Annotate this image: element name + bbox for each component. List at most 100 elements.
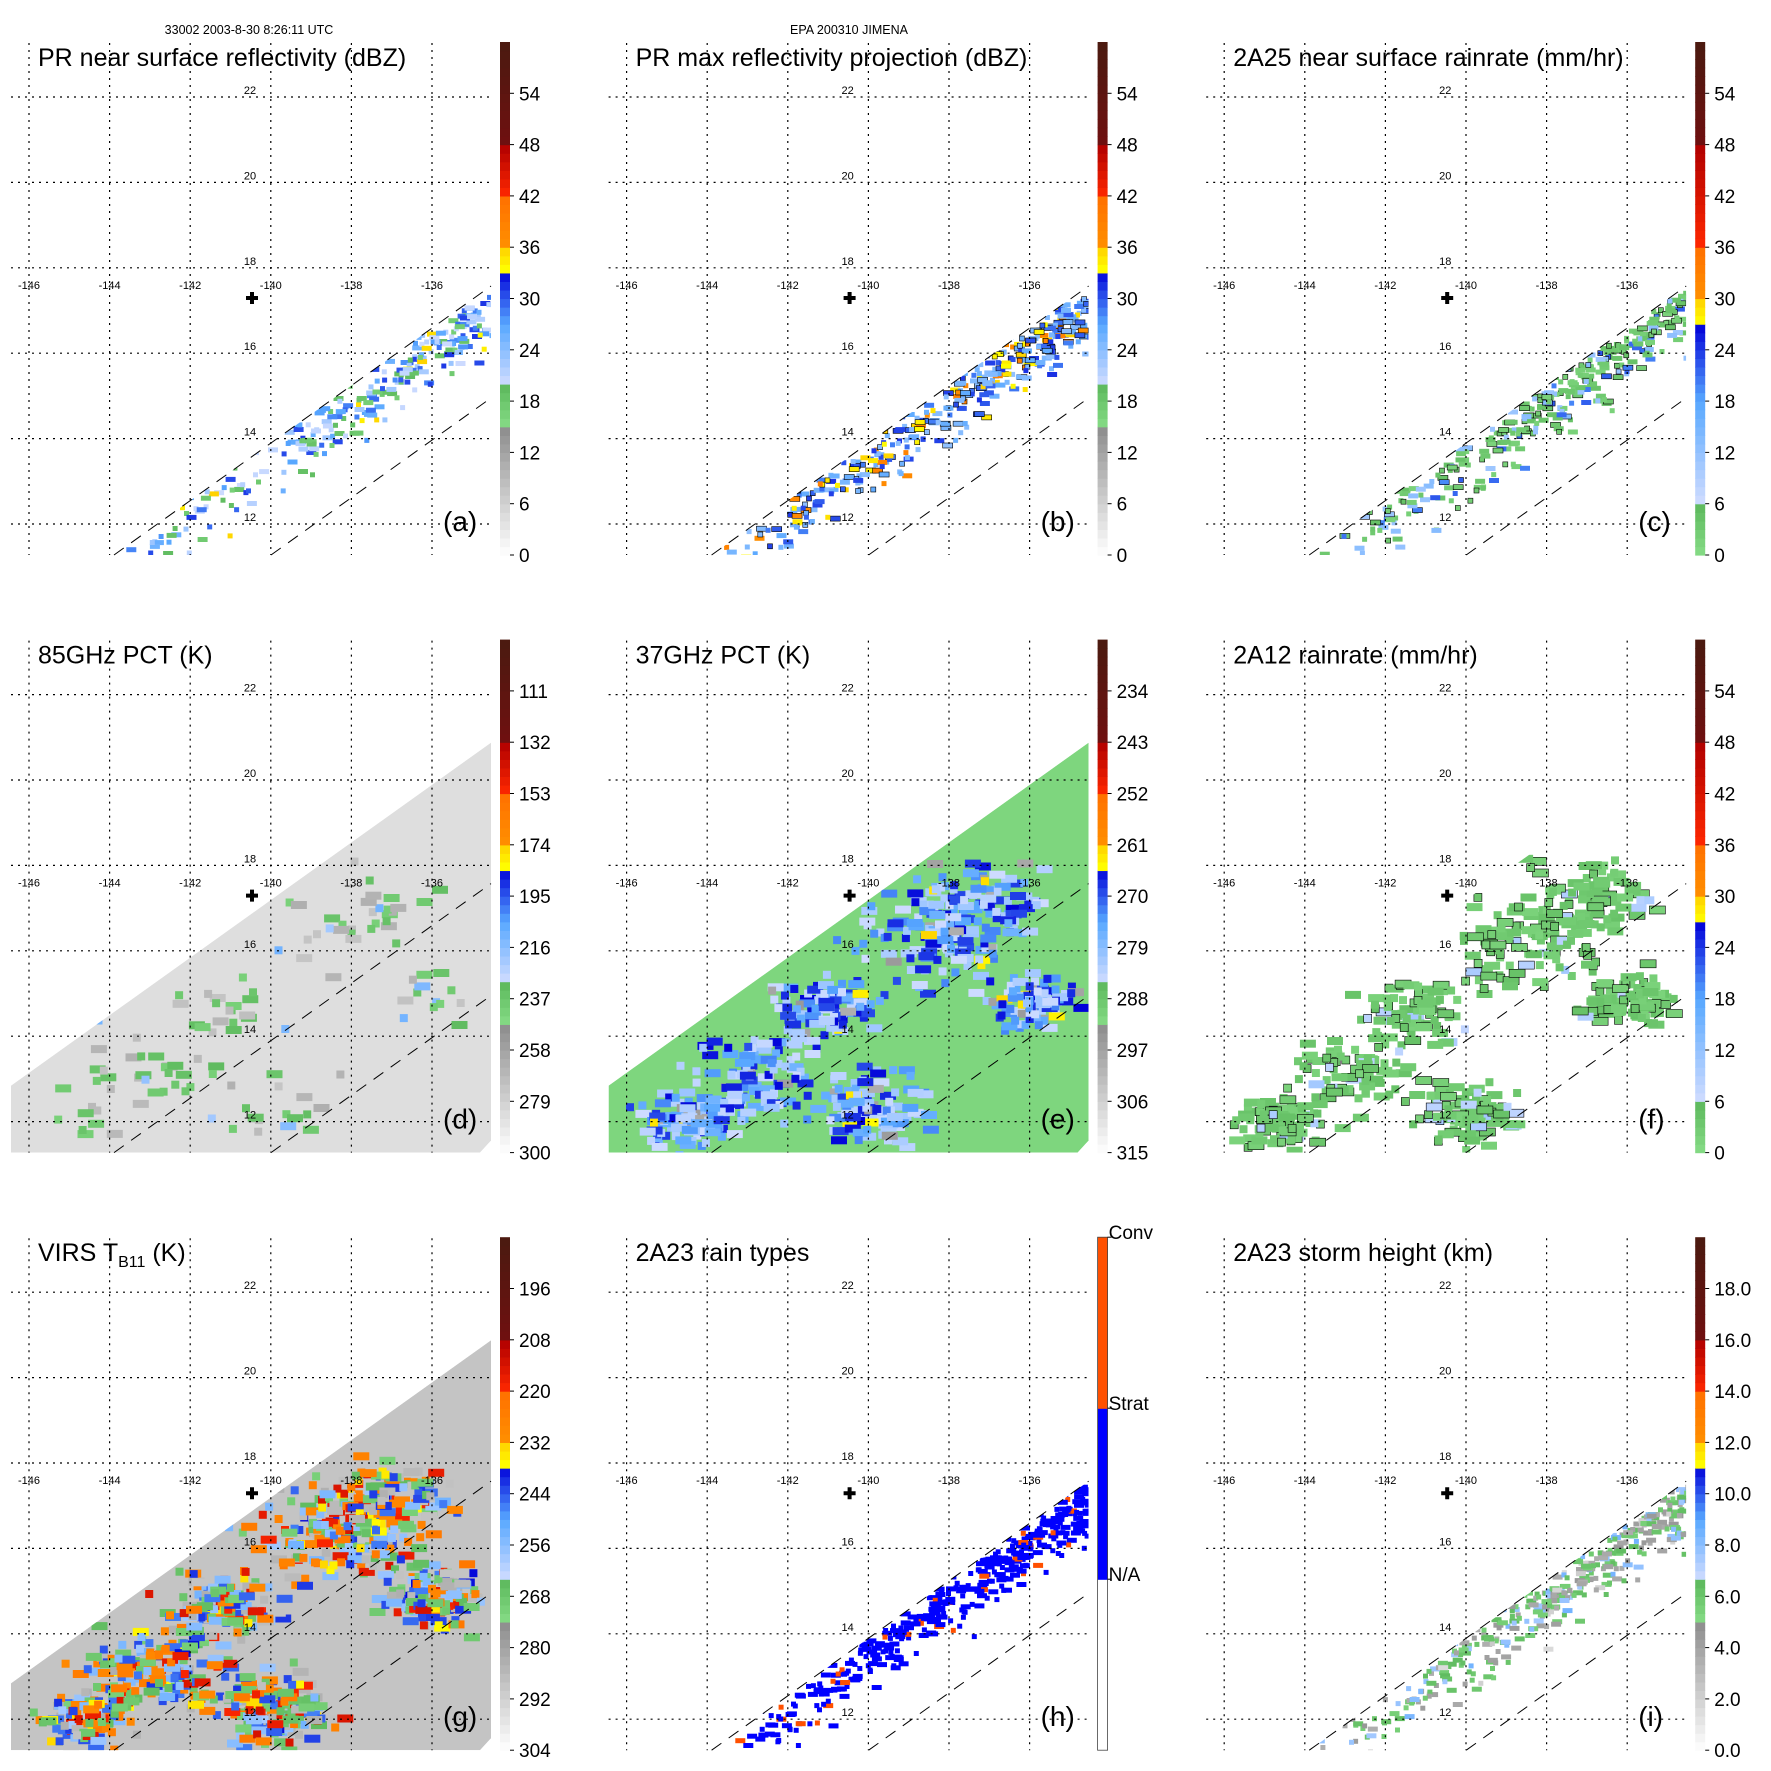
data-cell <box>1011 1016 1020 1025</box>
colorbar-segment <box>500 750 510 760</box>
data-cell <box>904 412 915 417</box>
colorbar-segment <box>500 1433 510 1443</box>
data-cell <box>995 1572 1006 1578</box>
data-cell <box>123 1697 140 1706</box>
data-cell <box>1564 388 1575 394</box>
data-cell <box>675 1114 692 1123</box>
data-cell <box>172 1652 189 1661</box>
swath-edge <box>270 397 492 556</box>
data-cell <box>1604 920 1620 929</box>
data-cell <box>1003 1576 1014 1582</box>
data-cell <box>1418 492 1424 498</box>
colorbar-segment <box>500 1630 510 1640</box>
colorbar-segment <box>1097 418 1108 428</box>
data-cell <box>1021 375 1032 381</box>
colorbar-segment <box>500 1101 510 1111</box>
storm-center-cross-icon <box>246 1487 258 1500</box>
data-cell <box>945 913 962 922</box>
data-cell <box>899 460 905 467</box>
swath-edge <box>270 1592 492 1751</box>
data-cell <box>1074 1509 1080 1515</box>
data-cell <box>1515 431 1521 437</box>
data-cell <box>450 1620 459 1629</box>
colorbar-segment <box>1097 478 1108 488</box>
data-cell <box>1243 1098 1260 1107</box>
data-field <box>1314 1484 1687 1751</box>
data-cell <box>241 1474 250 1483</box>
data-cell <box>1630 903 1647 912</box>
data-cell <box>412 387 418 393</box>
data-cell <box>739 1071 756 1080</box>
data-cell <box>131 1687 140 1696</box>
colorbar-segment <box>1695 742 1706 752</box>
data-cell <box>973 917 982 926</box>
colorbar-segment <box>500 512 510 522</box>
colorbar-segment <box>1097 495 1108 505</box>
data-cell <box>362 1495 379 1504</box>
colorbar-segment <box>1695 153 1706 163</box>
data-cell <box>919 900 928 909</box>
data-cell <box>1619 345 1630 351</box>
data-cell <box>770 995 779 1004</box>
data-cell <box>1612 355 1623 361</box>
data-cell <box>1683 295 1687 301</box>
data-cell <box>194 1023 211 1032</box>
data-cell <box>1019 904 1035 913</box>
data-cell <box>1559 901 1568 910</box>
data-cell <box>1567 417 1573 423</box>
colorbar-segment <box>500 690 510 701</box>
colorbar-segment <box>1695 76 1706 86</box>
data-cell <box>892 1119 909 1128</box>
panel-label: (f) <box>1638 1104 1664 1135</box>
lon-tick-label: -144 <box>99 878 121 890</box>
data-cell <box>813 487 824 493</box>
data-cell <box>734 1058 751 1067</box>
data-cell <box>306 441 317 447</box>
storm-center-cross-icon <box>843 1487 856 1500</box>
colorbar-segment <box>1695 750 1706 760</box>
data-cell <box>802 521 809 528</box>
data-cell <box>1426 1091 1435 1100</box>
data-cell <box>400 360 411 365</box>
panel-g: -146 -144 -142 -140 -138 -136222018161412VIRS… <box>11 1237 551 1762</box>
data-cell <box>161 1673 177 1682</box>
data-cell <box>1454 505 1461 511</box>
data-cell <box>1308 1080 1325 1089</box>
data-cell <box>1638 1002 1655 1011</box>
data-cell <box>977 1568 988 1574</box>
data-cell <box>1470 1122 1487 1132</box>
colorbar-segment <box>1695 904 1706 914</box>
colorbar-segment <box>1695 1041 1706 1051</box>
data-cell <box>1583 379 1589 385</box>
colorbar-segment <box>500 648 510 658</box>
data-cell <box>1478 1680 1484 1686</box>
data-cell <box>795 1721 806 1727</box>
data-cell <box>697 1141 706 1150</box>
data-cell <box>398 1551 415 1560</box>
data-cell <box>926 1619 937 1625</box>
swath-edge <box>868 397 1089 556</box>
data-cell <box>1052 993 1069 1002</box>
data-cell <box>1064 1530 1070 1536</box>
data-cell <box>175 1682 184 1690</box>
data-cell <box>332 1552 349 1561</box>
data-cell <box>769 1038 786 1047</box>
data-cell <box>755 1045 772 1054</box>
data-cell <box>329 443 335 448</box>
data-cell <box>1610 1571 1616 1577</box>
data-cell <box>880 1649 886 1655</box>
data-cell <box>229 1018 238 1027</box>
data-cell <box>1588 967 1597 976</box>
data-cell <box>1406 511 1412 517</box>
panel-title: PR near surface reflectivity (dBZ) <box>38 44 406 72</box>
data-cell <box>141 1075 150 1084</box>
lat-tick-label: 14 <box>841 1024 853 1036</box>
data-cell <box>206 1661 223 1670</box>
data-cell <box>108 1690 124 1698</box>
data-cell <box>906 1071 915 1080</box>
data-cell <box>1065 1497 1071 1502</box>
data-cell <box>861 954 870 963</box>
data-cell <box>1525 950 1542 959</box>
data-cell <box>1312 1057 1329 1065</box>
